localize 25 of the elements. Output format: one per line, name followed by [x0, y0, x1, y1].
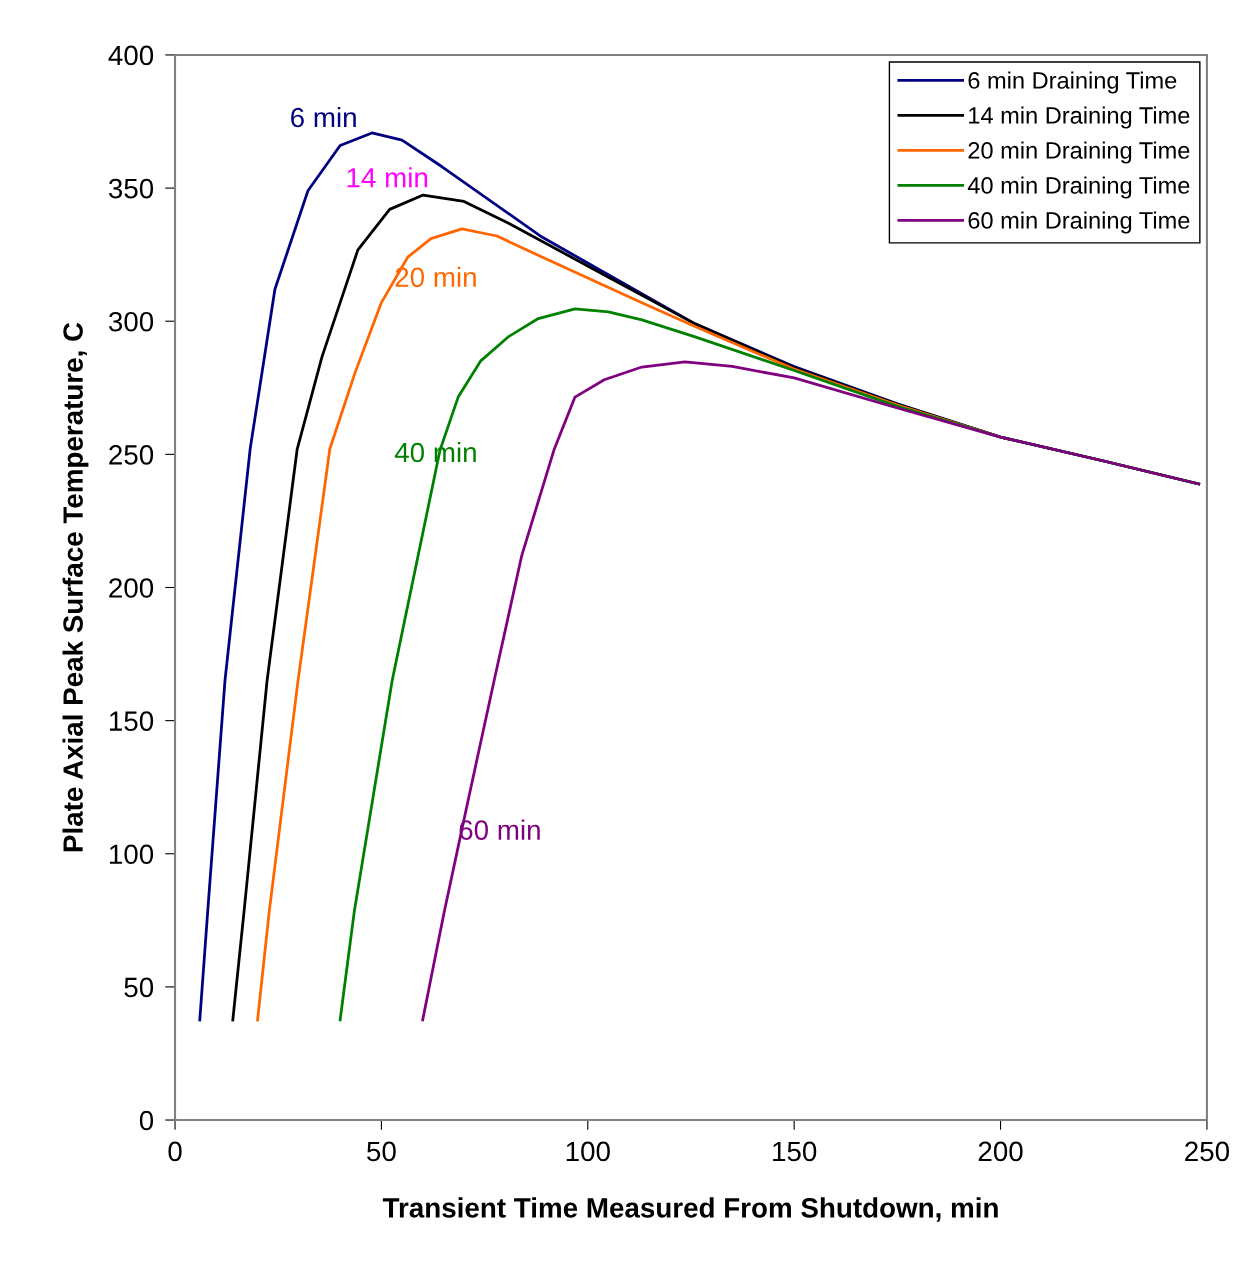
y-tick-label: 0 [139, 1110, 154, 1131]
y-tick-label: 150 [109, 711, 154, 731]
x-tick-label: 200 [978, 1141, 1023, 1162]
legend-label: 14 min Draining Time [969, 106, 1190, 129]
x-tick-label: 0 [168, 1141, 182, 1162]
y-tick-label: 300 [108, 311, 154, 332]
y-tick-label: 250 [109, 445, 154, 465]
annotation: 14 min [347, 167, 428, 188]
y-tick-label: 50 [124, 977, 154, 998]
legend-label: 6 min Draining Time [968, 71, 1177, 94]
y-tick-label: 350 [108, 178, 154, 199]
annotation: 20 min [395, 266, 476, 288]
x-tick-label: 250 [1185, 1141, 1230, 1162]
legend-label: 40 min Draining Time [967, 176, 1190, 199]
legend-label: 60 min Draining Time [968, 211, 1190, 234]
annotation: 6 min [291, 106, 356, 128]
y-axis-title: Plate Axial Peak Surface Temperature, C [62, 322, 89, 852]
y-tick-label: 100 [109, 844, 154, 865]
x-tick-label: 100 [566, 1141, 610, 1162]
x-tick-label: 50 [367, 1141, 396, 1162]
legend-label: 20 min Draining Time [968, 141, 1190, 164]
y-tick-label: 400 [108, 45, 154, 66]
x-tick-label: 150 [773, 1141, 817, 1162]
x-axis-title: Transient Time Measured From Shutdown, min [382, 1197, 998, 1222]
y-tick-label: 200 [109, 578, 154, 598]
